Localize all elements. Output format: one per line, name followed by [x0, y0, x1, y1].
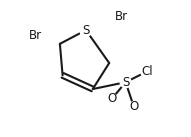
Circle shape [113, 8, 130, 25]
Circle shape [120, 77, 131, 88]
Circle shape [107, 93, 117, 104]
Circle shape [141, 64, 154, 78]
Text: Br: Br [29, 29, 42, 42]
Text: S: S [82, 24, 90, 37]
Text: O: O [107, 92, 117, 105]
Circle shape [129, 102, 139, 112]
Text: O: O [129, 100, 138, 113]
Text: S: S [122, 76, 129, 89]
Text: Cl: Cl [142, 65, 153, 78]
Text: Br: Br [115, 10, 128, 23]
Circle shape [80, 24, 92, 36]
Circle shape [26, 27, 44, 45]
